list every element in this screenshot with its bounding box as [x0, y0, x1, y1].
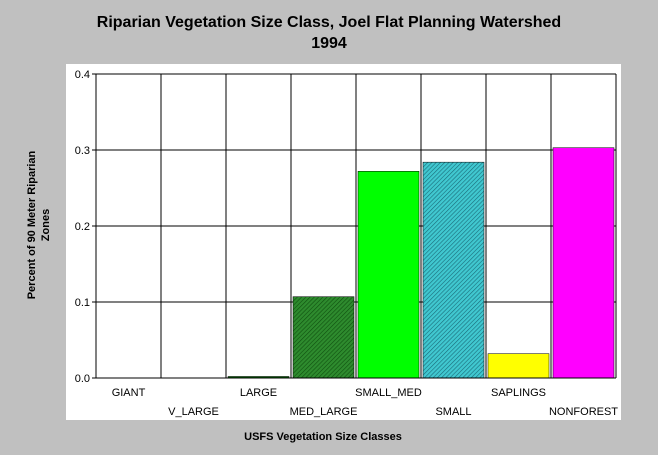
bar-saplings [487, 353, 550, 379]
chart-title: Riparian Vegetation Size Class, Joel Fla… [96, 14, 562, 31]
y-axis-title-line1: Percent of 90 Meter Riparian [26, 150, 38, 299]
bar-small-med [357, 171, 420, 379]
x-tick-label: GIANT [112, 387, 146, 399]
bars [98, 147, 615, 379]
y-axis-title: Percent of 90 Meter Riparian Zones [26, 150, 52, 299]
x-tick-label: LARGE [240, 387, 277, 399]
y-tick-label: 0.4 [75, 69, 90, 81]
bar-small [422, 161, 485, 379]
bar-med-large [292, 296, 355, 379]
x-tick-label: NONFOREST [549, 406, 618, 418]
x-tick-label: SMALL [435, 406, 471, 418]
y-tick-label: 0.1 [75, 297, 90, 309]
y-tick-label: 0.0 [75, 373, 90, 385]
y-tick-label: 0.3 [75, 145, 90, 157]
y-axis-title-line2: Zones [40, 209, 52, 241]
x-tick-label: SMALL_MED [355, 387, 422, 399]
chart-subtitle: 1994 [311, 35, 347, 52]
grid [96, 73, 617, 379]
x-axis-title: USFS Vegetation Size Classes [244, 431, 402, 443]
x-axis-labels: GIANT V_LARGE LARGE MED_LARGE SMALL_MED SMALL… [112, 387, 619, 418]
bar-nonforest [552, 147, 615, 379]
x-tick-label: SAPLINGS [491, 387, 546, 399]
y-axis-ticks: 0.0 0.1 0.2 0.3 0.4 [75, 69, 96, 385]
x-tick-label: V_LARGE [168, 406, 219, 418]
x-tick-label: MED_LARGE [290, 406, 358, 418]
y-tick-label: 0.2 [75, 221, 90, 233]
